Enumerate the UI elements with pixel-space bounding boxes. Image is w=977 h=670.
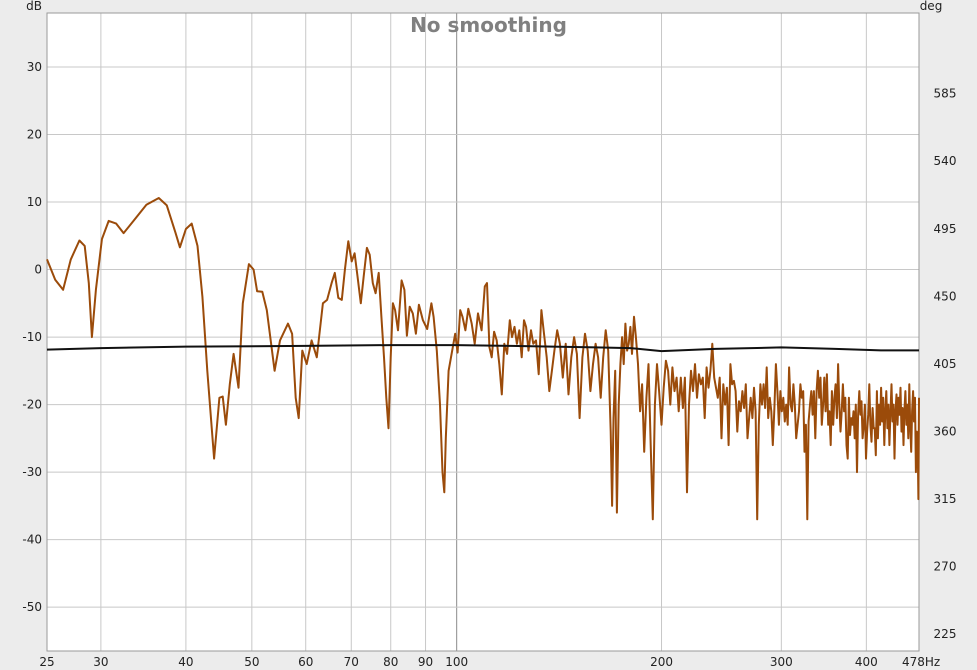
y-tick-label: 10 [27,195,42,209]
response-trace [46,197,920,521]
right-tick-label: 585 [934,87,957,101]
plot-border [46,12,920,652]
x-tick-label: 400 [855,655,878,669]
y-tick-label: -20 [22,398,42,412]
y-tick-label: -40 [22,533,42,547]
y-tick-label: -50 [22,600,42,614]
right-tick-label: 225 [934,627,957,641]
phase-trace [46,344,919,353]
x-tick-label: 30 [93,655,108,669]
x-tick-label: 70 [344,655,359,669]
x-tick-label: 300 [770,655,793,669]
right-tick-label: 495 [934,222,957,236]
right-tick-label: 360 [934,424,957,438]
x-tick-label: 478Hz [902,655,940,669]
plot-area [47,13,919,651]
right-tick-label: 405 [934,357,957,371]
y-tick-label: 20 [27,128,42,142]
left-unit-label: dB [26,0,42,13]
x-tick-label: 80 [383,655,398,669]
x-tick-label: 25 [39,655,54,669]
x-tick-label: 50 [244,655,259,669]
x-tick-label: 90 [418,655,433,669]
x-tick-label: 60 [298,655,313,669]
y-tick-label: 30 [27,60,42,74]
y-tick-label: -10 [22,330,42,344]
right-tick-label: 270 [934,560,957,574]
y-tick-label: -30 [22,465,42,479]
x-tick-label: 100 [445,655,468,669]
y-tick-label: 0 [34,263,42,277]
right-unit-label: deg [920,0,943,13]
right-tick-label: 540 [934,154,957,168]
right-tick-label: 450 [934,289,957,303]
x-tick-label: 200 [650,655,673,669]
x-tick-label: 40 [178,655,193,669]
right-tick-label: 315 [934,492,957,506]
